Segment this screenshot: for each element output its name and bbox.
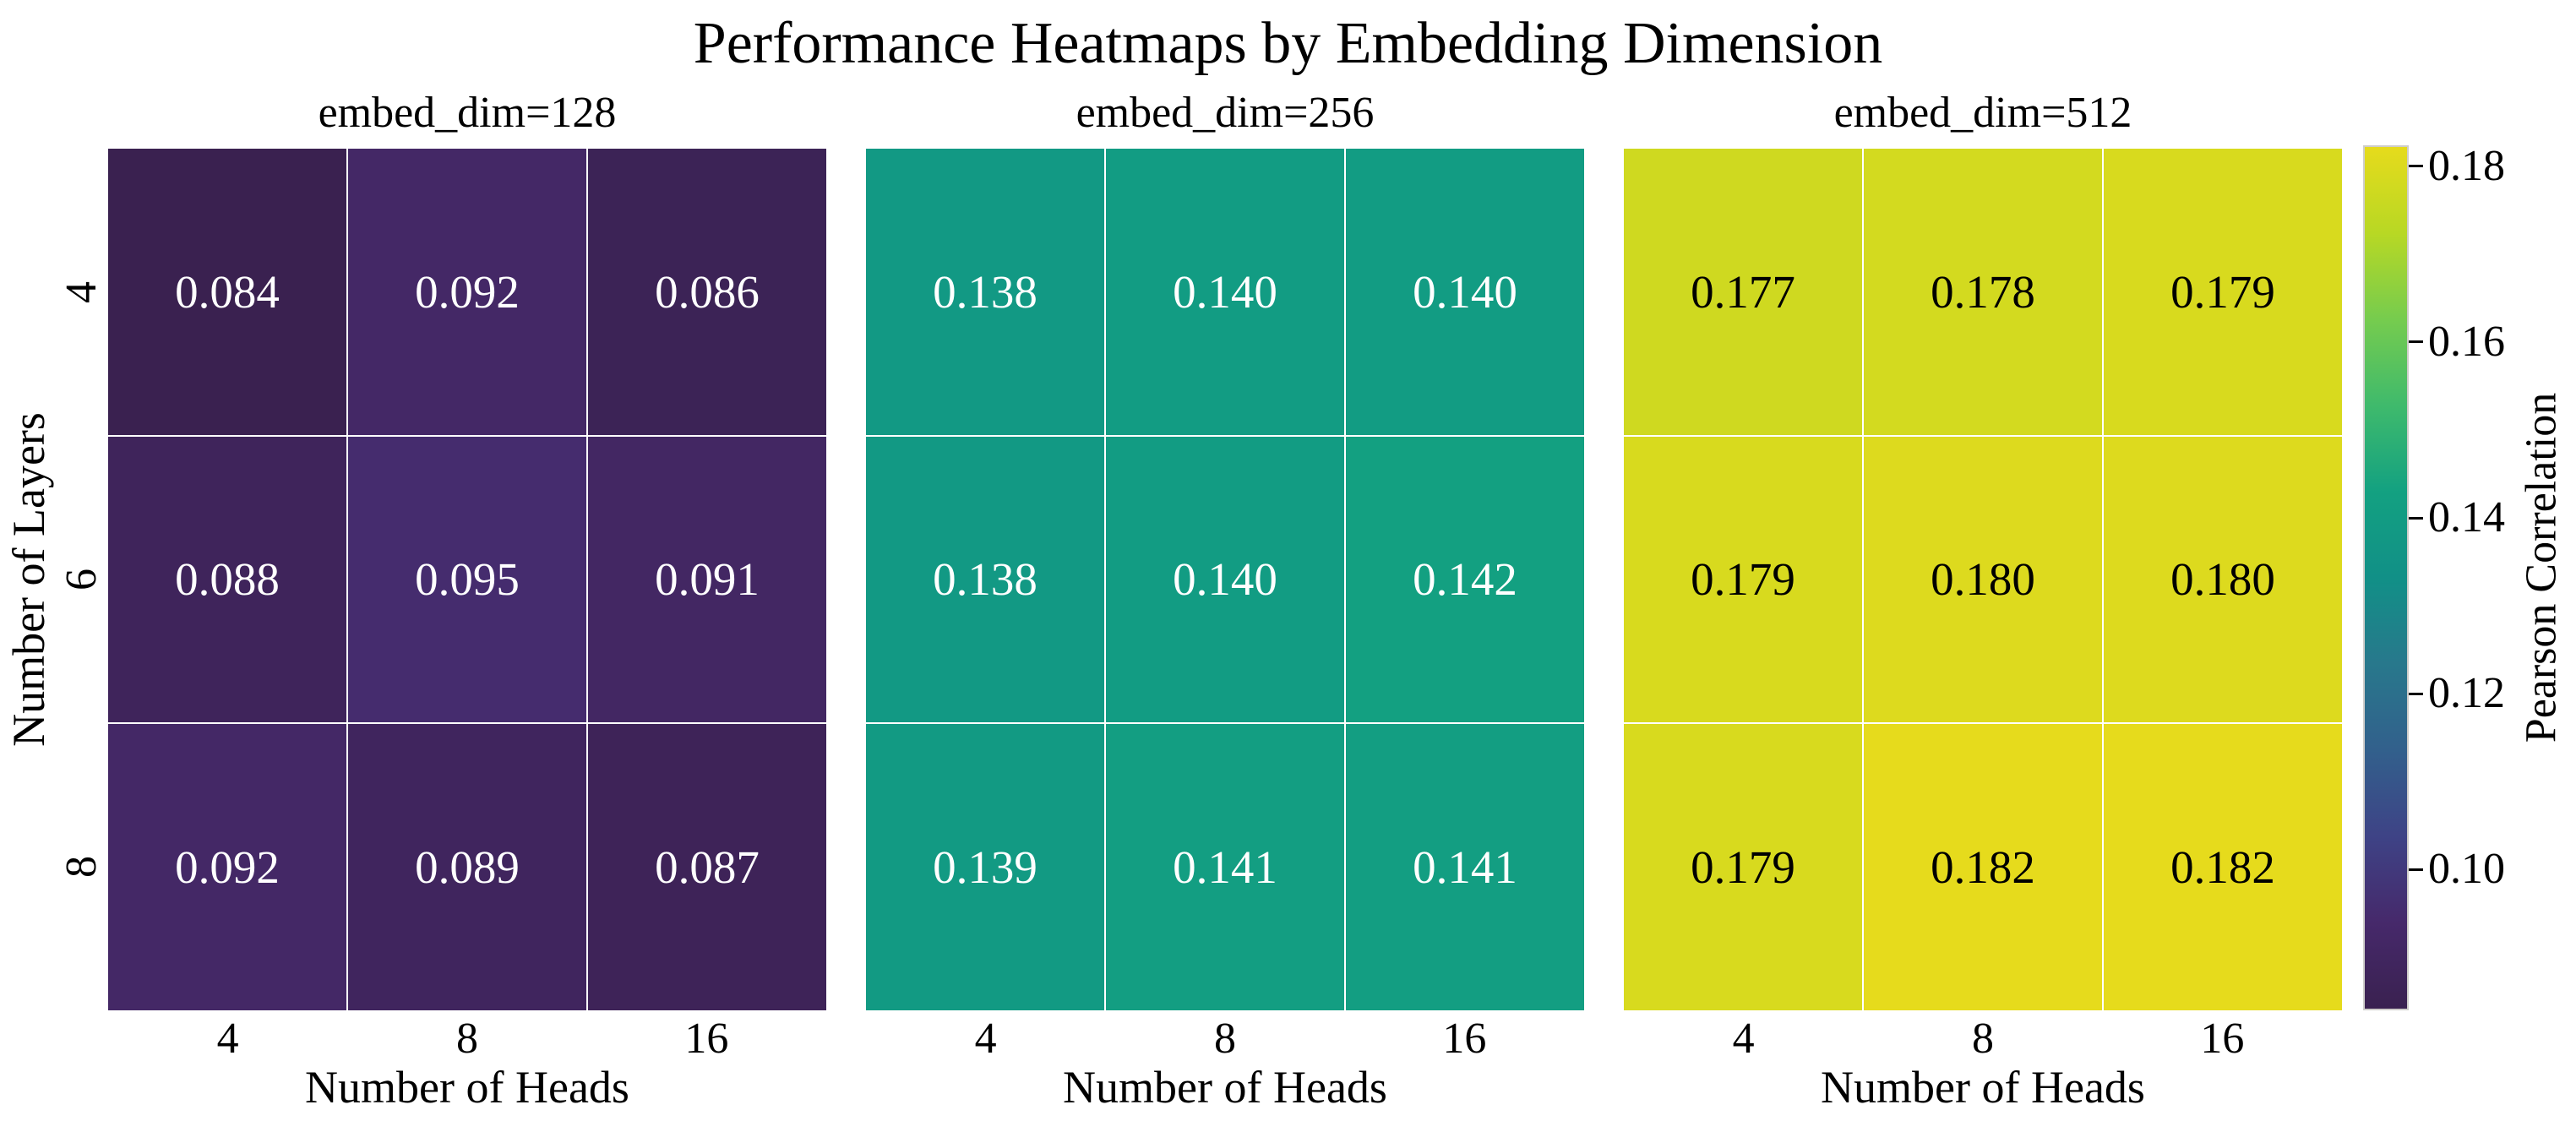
cell-value: 0.177	[1691, 265, 1795, 318]
cell-value: 0.138	[933, 553, 1037, 606]
x-axis-label: Number of Heads	[1821, 1062, 2145, 1113]
colorbar-gradient	[2365, 147, 2407, 1009]
y-tick-label: 6	[57, 569, 106, 590]
colorbar-tick-mark	[2409, 340, 2423, 344]
cell-value: 0.088	[175, 553, 280, 606]
heatmap-cell: 0.142	[1346, 436, 1584, 723]
heatmap-cell: 0.180	[1864, 436, 2102, 723]
x-axis-label: Number of Heads	[1063, 1062, 1387, 1113]
cell-value: 0.180	[2170, 553, 2275, 606]
cell-value: 0.182	[2170, 841, 2275, 894]
cell-value: 0.180	[1931, 553, 2035, 606]
cell-value: 0.084	[175, 265, 280, 318]
x-tick-label: 8	[1214, 1015, 1236, 1063]
heatmap-embed_dim=256: 0.138 0.140 0.140 0.138 0.140 0.142 0.139 0.141…	[866, 149, 1584, 1010]
x-tick-label: 8	[1972, 1015, 1994, 1063]
heatmap-cell: 0.178	[1864, 149, 2102, 435]
x-axis-label: Number of Heads	[305, 1062, 629, 1113]
heatmap-cell: 0.179	[2104, 149, 2342, 435]
cell-value: 0.179	[2170, 265, 2275, 318]
x-tick-label: 4	[1732, 1015, 1755, 1063]
colorbar-tick-label: 0.14	[2428, 493, 2505, 542]
cell-value: 0.086	[655, 265, 760, 318]
cell-value: 0.140	[1413, 265, 1517, 318]
cell-value: 0.091	[655, 553, 760, 606]
y-tick-label: 8	[57, 856, 106, 878]
heatmap-cell: 0.182	[2104, 724, 2342, 1010]
cell-value: 0.092	[415, 265, 520, 318]
x-tick-label: 16	[1442, 1015, 1487, 1063]
heatmap-cell: 0.141	[1346, 724, 1584, 1010]
heatmap-cell: 0.140	[1106, 149, 1344, 435]
x-tick-label: 4	[216, 1015, 239, 1063]
colorbar-tick-mark	[2409, 165, 2423, 168]
x-tick-label: 4	[974, 1015, 997, 1063]
x-tick-label: 8	[456, 1015, 478, 1063]
heatmap-cell: 0.179	[1624, 724, 1862, 1010]
panel-title-embed_dim=256: embed_dim=256	[1076, 89, 1375, 137]
x-tick-label: 16	[684, 1015, 729, 1063]
heatmap-cell: 0.139	[866, 724, 1104, 1010]
cell-value: 0.095	[415, 553, 520, 606]
heatmap-cell: 0.095	[348, 436, 586, 723]
y-axis-label: Number of Layers	[3, 412, 54, 747]
y-tick-label: 4	[57, 281, 106, 303]
colorbar-tick-mark	[2409, 516, 2423, 520]
cell-value: 0.178	[1931, 265, 2035, 318]
colorbar-tick-label: 0.16	[2428, 317, 2505, 366]
heatmap-embed_dim=128: 0.084 0.092 0.086 0.088 0.095 0.091 0.092 0.089…	[108, 149, 826, 1010]
heatmap-cell: 0.091	[588, 436, 826, 723]
cell-value: 0.141	[1173, 841, 1277, 894]
heatmap-cell: 0.088	[108, 436, 346, 723]
figure-title: Performance Heatmaps by Embedding Dimens…	[693, 11, 1883, 76]
colorbar	[2363, 145, 2409, 1010]
cell-value: 0.142	[1413, 553, 1517, 606]
cell-value: 0.140	[1173, 553, 1277, 606]
cell-value: 0.139	[933, 841, 1037, 894]
heatmap-cell: 0.177	[1624, 149, 1862, 435]
colorbar-tick-label: 0.18	[2428, 141, 2505, 190]
cell-value: 0.089	[415, 841, 520, 894]
heatmap-cell: 0.086	[588, 149, 826, 435]
cell-value: 0.179	[1691, 841, 1795, 894]
heatmap-embed_dim=512: 0.177 0.178 0.179 0.179 0.180 0.180 0.179 0.182…	[1624, 149, 2342, 1010]
cell-value: 0.179	[1691, 553, 1795, 606]
colorbar-tick-label: 0.12	[2428, 669, 2505, 718]
panel-title-embed_dim=128: embed_dim=128	[318, 89, 617, 137]
heatmap-cell: 0.089	[348, 724, 586, 1010]
panel-title-embed_dim=512: embed_dim=512	[1833, 89, 2132, 137]
colorbar-axis-label: Pearson Correlation	[2517, 392, 2566, 743]
colorbar-tick-mark	[2409, 868, 2423, 871]
heatmap-cell: 0.087	[588, 724, 826, 1010]
cell-value: 0.087	[655, 841, 760, 894]
heatmap-cell: 0.141	[1106, 724, 1344, 1010]
heatmap-cell: 0.180	[2104, 436, 2342, 723]
colorbar-tick-mark	[2409, 692, 2423, 695]
cell-value: 0.092	[175, 841, 280, 894]
heatmap-cell: 0.140	[1346, 149, 1584, 435]
heatmap-cell: 0.182	[1864, 724, 2102, 1010]
heatmap-cell: 0.092	[348, 149, 586, 435]
heatmap-cell: 0.092	[108, 724, 346, 1010]
colorbar-tick-label: 0.10	[2428, 845, 2505, 894]
cell-value: 0.141	[1413, 841, 1517, 894]
heatmap-cell: 0.138	[866, 149, 1104, 435]
heatmap-cell: 0.140	[1106, 436, 1344, 723]
heatmap-cell: 0.138	[866, 436, 1104, 723]
heatmap-cell: 0.084	[108, 149, 346, 435]
heatmap-cell: 0.179	[1624, 436, 1862, 723]
cell-value: 0.182	[1931, 841, 2035, 894]
x-tick-label: 16	[2200, 1015, 2245, 1063]
cell-value: 0.140	[1173, 265, 1277, 318]
cell-value: 0.138	[933, 265, 1037, 318]
